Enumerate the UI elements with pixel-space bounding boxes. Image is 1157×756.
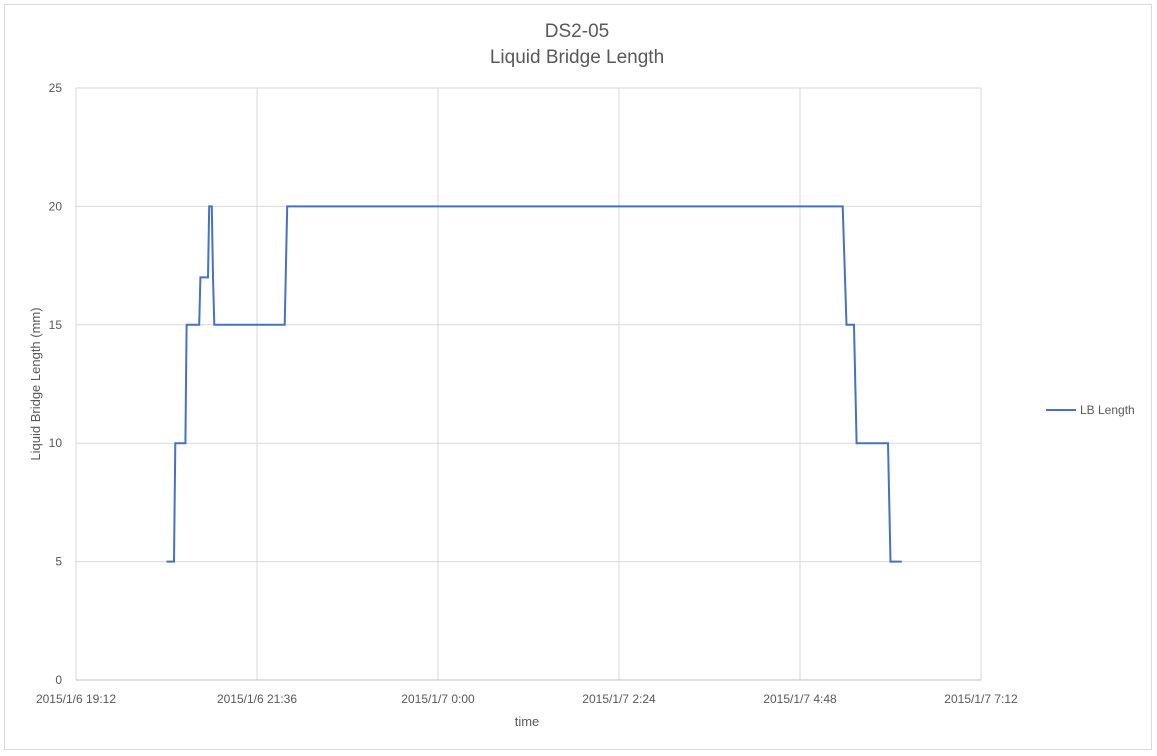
y-tick-label: 25 (49, 81, 63, 95)
y-tick-label: 15 (49, 318, 63, 332)
y-tick-label: 10 (49, 436, 63, 450)
x-tick-label: 2015/1/7 7:12 (944, 692, 1018, 706)
axes: 0 5 10 15 20 25 2015/1/6 19:12 2015/1/6 21:36 20… (36, 81, 1018, 706)
x-tick-label: 2015/1/6 21:36 (217, 692, 297, 706)
x-axis-title: time (515, 714, 540, 729)
y-tick-label: 0 (55, 673, 62, 687)
x-tick-label: 2015/1/7 0:00 (401, 692, 475, 706)
chart-title: DS2-05 (545, 21, 609, 42)
legend-label-lb-length: LB Length (1080, 403, 1135, 417)
legend: LB Length (1046, 403, 1135, 417)
chart-subtitle: Liquid Bridge Length (490, 47, 664, 68)
y-axis-title: Liquid Bridge Length (mm) (28, 307, 43, 460)
y-tick-label: 5 (55, 555, 62, 569)
x-tick-label: 2015/1/7 4:48 (763, 692, 837, 706)
y-tick-label: 20 (49, 199, 63, 213)
series-layer (166, 205, 902, 563)
chart-frame (4, 4, 1152, 750)
grid-lines (75, 87, 982, 681)
x-tick-label: 2015/1/7 2:24 (582, 692, 656, 706)
series-line-lb-length (166, 205, 902, 563)
x-tick-label: 2015/1/6 19:12 (36, 692, 116, 706)
